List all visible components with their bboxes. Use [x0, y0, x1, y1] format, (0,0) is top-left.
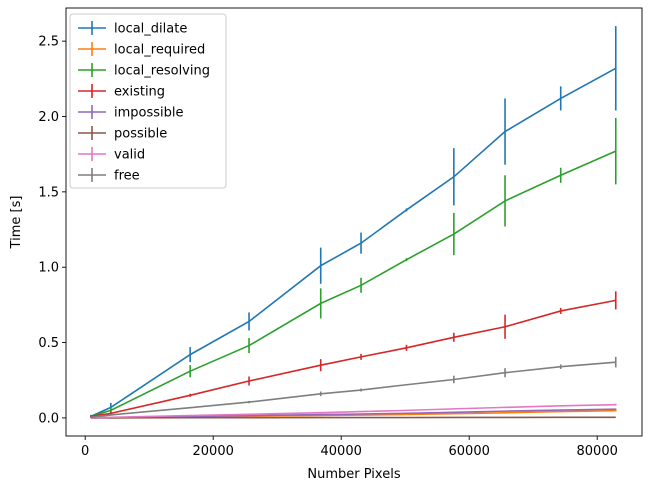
y-tick-label: 1.5 — [38, 185, 59, 200]
legend-entry-free: free — [78, 168, 140, 184]
legend-label: valid — [114, 148, 145, 163]
y-tick-label: 0.0 — [38, 411, 59, 426]
y-axis-label: Time [s] — [9, 196, 24, 250]
series-line-possible — [90, 416, 616, 419]
legend-entry-impossible: impossible — [78, 105, 184, 121]
plot-area — [65, 7, 643, 437]
x-tick-label: 60000 — [449, 444, 490, 459]
series-valid — [90, 403, 617, 419]
y-tick-label: 2.5 — [38, 35, 59, 50]
x-tick-label: 80000 — [577, 444, 618, 459]
legend-label: local_required — [114, 43, 205, 58]
y-tick-label: 1.0 — [38, 261, 59, 276]
series-possible — [90, 416, 616, 419]
legend-label: impossible — [114, 106, 184, 121]
x-tick-label: 20000 — [193, 444, 234, 459]
y-tick-label: 2.0 — [38, 110, 59, 125]
legend-entry-local_dilate: local_dilate — [78, 21, 187, 37]
legend: local_dilate local_required local_resolvin… — [69, 13, 227, 189]
x-tick-label: 40000 — [321, 444, 362, 459]
legend-entry-valid: valid — [78, 147, 145, 163]
y-axis: 0.0 0.5 1.0 1.5 2.0 2.5 — [38, 35, 66, 426]
legend-label: local_dilate — [114, 22, 187, 37]
legend-label: existing — [114, 85, 165, 100]
legend-entry-existing: existing — [78, 84, 165, 100]
legend-entry-local_required: local_required — [78, 42, 205, 58]
x-tick-label: 0 — [81, 444, 89, 459]
x-axis: 0 20000 40000 60000 80000 — [81, 436, 618, 459]
legend-entry-local_resolving: local_resolving — [78, 63, 210, 79]
legend-entry-possible: possible — [78, 126, 167, 142]
legend-label: possible — [114, 127, 167, 142]
series-free — [90, 356, 617, 418]
axes-frame — [65, 7, 643, 437]
series-existing — [90, 291, 617, 418]
legend-label: free — [114, 169, 140, 184]
x-axis-label: Number Pixels — [307, 467, 400, 482]
legend-label: local_resolving — [114, 64, 210, 79]
series-local_resolving — [90, 118, 617, 418]
y-tick-label: 0.5 — [38, 336, 59, 351]
legend-box — [69, 13, 227, 189]
